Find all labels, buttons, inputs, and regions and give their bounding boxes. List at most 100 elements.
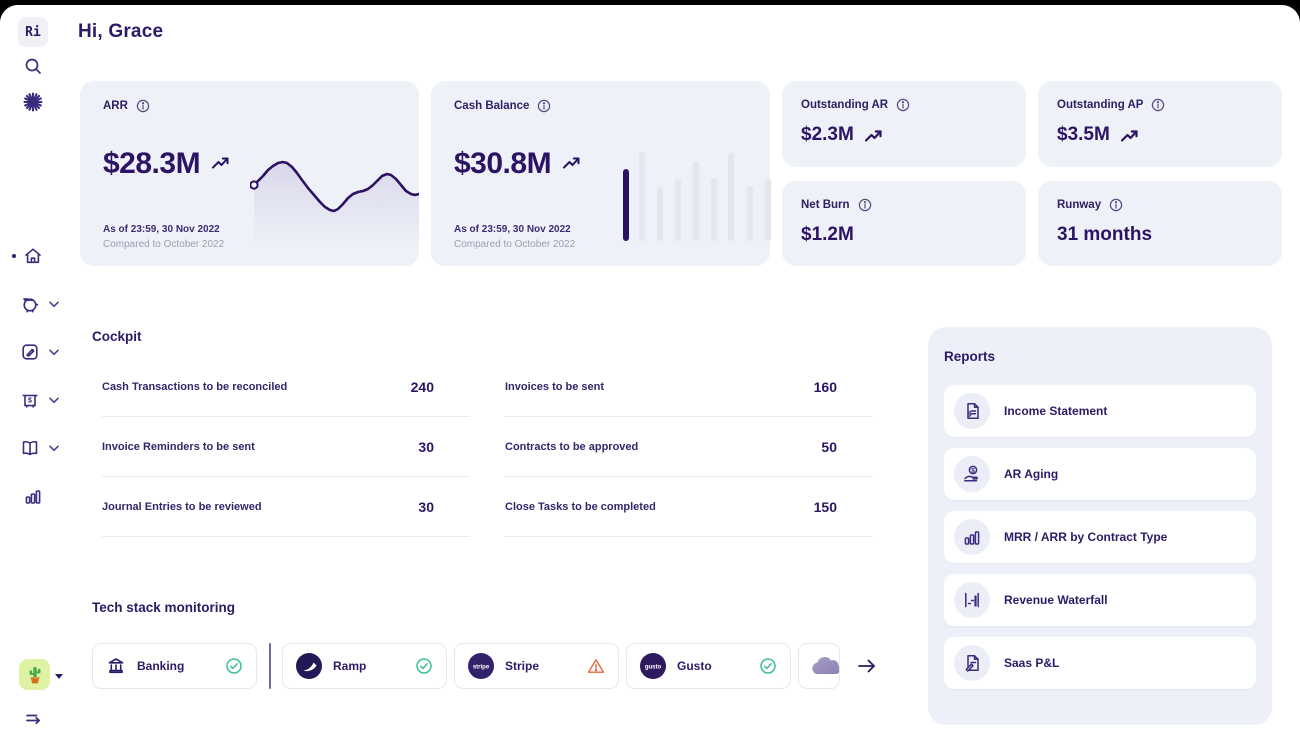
svg-text:$: $ bbox=[971, 467, 975, 474]
chevron-down-icon[interactable] bbox=[49, 445, 59, 452]
net-burn-value: $1.2M bbox=[801, 224, 854, 245]
tech-stack-title: Tech stack monitoring bbox=[92, 600, 236, 615]
sidebar-item-contracts[interactable] bbox=[20, 342, 40, 362]
cockpit-row-label: Journal Entries to be reviewed bbox=[102, 500, 262, 513]
avatar-dropdown-caret[interactable] bbox=[55, 674, 63, 679]
sparkle-icon[interactable] bbox=[23, 92, 43, 112]
cockpit-left-column: Cash Transactions to be reconciled 240 I… bbox=[102, 357, 470, 537]
waterfall-chart-icon bbox=[954, 582, 990, 618]
cockpit-row[interactable]: Invoice Reminders to be sent 30 bbox=[102, 417, 470, 477]
cash-compared: Compared to October 2022 bbox=[454, 239, 576, 250]
svg-text:gusto: gusto bbox=[645, 664, 662, 670]
cockpit-row-value: 240 bbox=[410, 378, 434, 395]
outstanding-ar-value: $2.3M bbox=[801, 124, 854, 145]
cash-label: Cash Balance bbox=[454, 100, 530, 112]
info-icon[interactable] bbox=[1151, 98, 1165, 112]
arr-card[interactable]: ARR $28.3M As of 23:59, 30 Nov 2022 Comp bbox=[80, 81, 419, 266]
sidebar-item-analytics[interactable] bbox=[23, 486, 43, 506]
arr-as-of: As of 23:59, 30 Nov 2022 bbox=[103, 224, 220, 235]
report-revenue-waterfall[interactable]: Revenue Waterfall bbox=[944, 574, 1256, 626]
chevron-down-icon[interactable] bbox=[49, 349, 59, 356]
cockpit-row-value: 30 bbox=[418, 498, 434, 515]
sidebar-item-ledger[interactable] bbox=[20, 438, 40, 458]
arr-label: ARR bbox=[103, 100, 128, 112]
avatar[interactable] bbox=[19, 659, 50, 690]
cash-value: $30.8M bbox=[454, 147, 552, 180]
report-ar-aging[interactable]: $ AR Aging bbox=[944, 448, 1256, 500]
info-icon[interactable] bbox=[537, 99, 551, 113]
arr-value: $28.3M bbox=[103, 147, 201, 180]
integration-partial[interactable] bbox=[798, 643, 840, 689]
report-saas-pl[interactable]: Saas P&L bbox=[944, 637, 1256, 689]
cockpit-row-label: Invoices to be sent bbox=[505, 380, 605, 393]
sidebar-item-home[interactable] bbox=[23, 246, 43, 266]
svg-text:stripe: stripe bbox=[473, 664, 490, 670]
collapse-sidebar-icon[interactable] bbox=[23, 708, 43, 728]
cockpit-row[interactable]: Invoices to be sent 160 bbox=[505, 357, 873, 417]
sidebar: Ri bbox=[0, 5, 66, 731]
trend-up-icon bbox=[561, 153, 583, 175]
svg-text:$: $ bbox=[967, 410, 972, 419]
cockpit-row-label: Invoice Reminders to be sent bbox=[102, 440, 255, 453]
cockpit-row[interactable]: Close Tasks to be completed 150 bbox=[505, 477, 873, 537]
warning-triangle-icon bbox=[587, 657, 605, 675]
cockpit-row-value: 160 bbox=[813, 378, 837, 395]
cactus-icon bbox=[29, 666, 40, 683]
arr-sparkline-chart bbox=[250, 160, 419, 249]
info-icon[interactable] bbox=[896, 98, 910, 112]
outstanding-ar-card[interactable]: Outstanding AR $2.3M bbox=[782, 81, 1026, 167]
report-label: MRR / ARR by Contract Type bbox=[1004, 530, 1168, 544]
chevron-down-icon[interactable] bbox=[49, 301, 59, 308]
cockpit-row-label: Contracts to be approved bbox=[505, 440, 639, 453]
check-circle-icon bbox=[415, 657, 433, 675]
outstanding-ar-label: Outstanding AR bbox=[801, 99, 889, 111]
report-income-statement[interactable]: $ Income Statement bbox=[944, 385, 1256, 437]
cockpit-right-column: Invoices to be sent 160 Contracts to be … bbox=[505, 357, 873, 537]
cockpit-row[interactable]: Contracts to be approved 50 bbox=[505, 417, 873, 477]
cockpit-row[interactable]: Cash Transactions to be reconciled 240 bbox=[102, 357, 470, 417]
info-icon[interactable] bbox=[136, 99, 150, 113]
hand-dollar-icon: $ bbox=[954, 456, 990, 492]
trend-up-icon bbox=[863, 126, 882, 144]
outstanding-ap-card[interactable]: Outstanding AP $3.5M bbox=[1038, 81, 1282, 167]
integration-gusto[interactable]: gusto Gusto bbox=[626, 643, 791, 689]
cash-balance-card[interactable]: Cash Balance $30.8M As of 23:59, 30 Nov … bbox=[431, 81, 771, 266]
runway-card[interactable]: Runway 31 months bbox=[1038, 181, 1282, 266]
scroll-right-arrow-icon[interactable] bbox=[855, 654, 879, 678]
sidebar-item-banking[interactable] bbox=[20, 294, 40, 314]
cockpit-row-label: Cash Transactions to be reconciled bbox=[102, 380, 288, 393]
cloud-logo bbox=[812, 657, 839, 674]
cockpit-row[interactable]: Journal Entries to be reviewed 30 bbox=[102, 477, 470, 537]
net-burn-card[interactable]: Net Burn $1.2M bbox=[782, 181, 1026, 266]
search-icon[interactable] bbox=[23, 56, 43, 76]
app-logo[interactable]: Ri bbox=[18, 17, 48, 47]
gusto-logo: gusto bbox=[640, 653, 666, 679]
integration-ramp[interactable]: Ramp bbox=[282, 643, 447, 689]
cockpit-row-label: Close Tasks to be completed bbox=[505, 500, 656, 513]
bar-chart-icon bbox=[954, 519, 990, 555]
report-label: Saas P&L bbox=[1004, 656, 1060, 670]
integration-label: Stripe bbox=[505, 659, 540, 673]
check-circle-icon bbox=[225, 657, 243, 675]
integration-banking[interactable]: Banking bbox=[92, 643, 257, 689]
svg-text:$: $ bbox=[28, 398, 32, 405]
report-mrr-arr[interactable]: MRR / ARR by Contract Type bbox=[944, 511, 1256, 563]
integration-stripe[interactable]: stripe Stripe bbox=[454, 643, 619, 689]
sidebar-item-billing[interactable]: $ bbox=[20, 390, 40, 410]
info-icon[interactable] bbox=[858, 198, 872, 212]
chevron-down-icon[interactable] bbox=[49, 397, 59, 404]
cockpit-row-value: 50 bbox=[821, 438, 837, 455]
cockpit-row-value: 150 bbox=[813, 498, 837, 515]
trend-up-icon bbox=[210, 153, 232, 175]
cash-bars-chart bbox=[623, 152, 771, 241]
report-label: Revenue Waterfall bbox=[1004, 593, 1108, 607]
outstanding-ap-value: $3.5M bbox=[1057, 124, 1110, 145]
report-label: Income Statement bbox=[1004, 404, 1108, 418]
report-label: AR Aging bbox=[1004, 467, 1059, 481]
cockpit-title: Cockpit bbox=[92, 329, 142, 344]
integration-label: Banking bbox=[137, 659, 185, 673]
info-icon[interactable] bbox=[1109, 198, 1123, 212]
stripe-logo: stripe bbox=[468, 653, 494, 679]
document-pen-icon bbox=[954, 645, 990, 681]
ramp-logo bbox=[296, 653, 322, 679]
